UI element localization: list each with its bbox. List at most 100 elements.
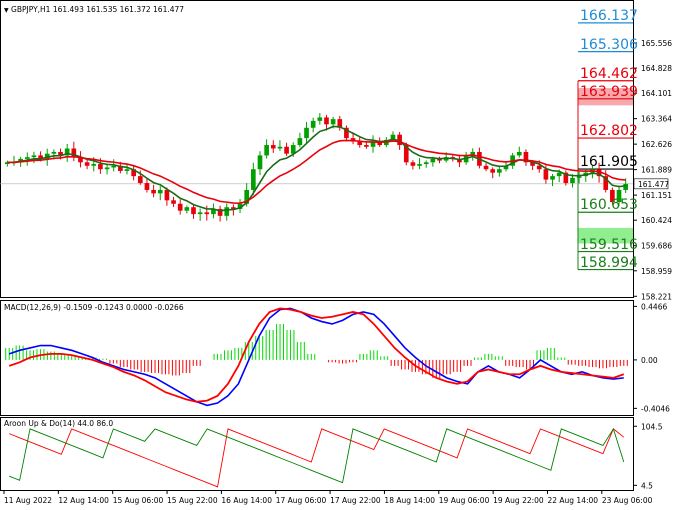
x-axis-label: 16 Aug 14:00	[221, 496, 272, 505]
candle-body	[417, 164, 422, 166]
candle-body	[550, 176, 555, 180]
candle-body	[410, 162, 416, 166]
candle-body	[217, 208, 223, 216]
candle-body	[64, 148, 70, 156]
candle-body	[337, 119, 343, 128]
candle-body	[430, 158, 436, 163]
candle-body	[377, 141, 382, 146]
price-y-tick-label: 161.151	[641, 191, 672, 200]
candle-body	[297, 138, 303, 146]
candle-body	[304, 127, 309, 139]
aroon-panel-header: Aroon Up & Do(14) 44.0 86.0	[4, 419, 114, 428]
candle-body	[610, 189, 615, 203]
triangle-down-icon[interactable]: ▼	[4, 7, 9, 14]
x-axis-label: 15 Aug 22:00	[167, 496, 218, 505]
macd-signal-line	[8, 307, 625, 403]
candle-body	[530, 162, 535, 166]
candle-body	[563, 172, 569, 184]
candle-body	[91, 164, 97, 166]
candle-body	[118, 165, 123, 171]
candle-body	[264, 145, 269, 156]
x-axis-label: 19 Aug 22:00	[493, 496, 544, 505]
candle-body	[423, 162, 429, 165]
price-level-label: 166.137	[580, 7, 638, 24]
candle-body	[344, 127, 349, 139]
price-y-tick-label: 161.889	[641, 166, 672, 175]
x-axis-label: 15 Aug 06:00	[113, 496, 164, 505]
candle-body	[191, 207, 196, 215]
candle-body	[616, 189, 622, 203]
candle-body	[543, 169, 549, 180]
x-axis-label: 19 Aug 06:00	[439, 496, 490, 505]
candle-body	[98, 164, 103, 170]
candle-body	[470, 151, 476, 156]
candle-body	[31, 155, 37, 158]
candle-body	[224, 207, 230, 216]
support-zone	[578, 227, 633, 244]
candle-body	[231, 207, 236, 209]
candle-body	[357, 141, 363, 146]
macd-line	[8, 307, 624, 407]
candle-body	[131, 169, 136, 177]
candle-body	[137, 176, 143, 184]
candle-body	[78, 157, 83, 163]
aroon-up-line	[9, 428, 625, 488]
candle-body	[270, 145, 276, 149]
candle-body	[38, 155, 43, 159]
candle-body	[71, 148, 77, 158]
candle-body	[44, 153, 50, 159]
x-axis-label: 23 Aug 06:00	[602, 496, 653, 505]
candle-body	[576, 176, 582, 178]
candle-body	[290, 145, 296, 154]
candle-body	[523, 151, 529, 163]
candle-body	[177, 203, 183, 211]
x-axis-label: 11 Aug 2022	[4, 496, 52, 505]
price-level-label: 165.306	[580, 36, 638, 53]
candle-body	[197, 212, 203, 215]
price-level-label: 160.653	[580, 197, 638, 214]
price-header-text: GBPJPY,H1 161.493 161.535 161.372 161.47…	[11, 5, 185, 14]
ma-slow-line	[7, 139, 626, 204]
candle-body	[157, 189, 163, 194]
candle-body	[51, 151, 57, 154]
price-level-label: 162.802	[580, 123, 638, 140]
price-y-tick-label: 160.424	[641, 216, 672, 225]
candle-body	[596, 169, 602, 177]
candle-body	[556, 172, 562, 177]
candle-body	[397, 134, 402, 146]
candle-body	[317, 117, 323, 121]
candle-body	[390, 134, 396, 140]
candle-body	[111, 165, 117, 168]
price-level-label: 164.462	[580, 65, 638, 82]
price-y-tick-label: 162.626	[641, 140, 672, 149]
candle-body	[483, 165, 489, 170]
candle-body	[497, 169, 502, 173]
candle-body	[184, 207, 190, 211]
candle-body	[164, 189, 170, 201]
price-y-tick-label: 159.686	[641, 242, 672, 251]
candle-body	[244, 189, 250, 204]
candle-body	[536, 165, 542, 170]
macd-y-tick-label: -0.4046	[641, 404, 670, 413]
price-y-tick-label: 163.364	[641, 115, 672, 124]
candle-body	[623, 183, 629, 190]
x-axis-label: 17 Aug 22:00	[330, 496, 381, 505]
price-panel-frame	[0, 0, 634, 298]
candle-body	[437, 158, 442, 161]
candle-body	[251, 169, 256, 190]
candle-body	[324, 117, 329, 125]
price-level-label: 158.994	[580, 254, 638, 271]
candle-body	[490, 169, 496, 173]
x-axis-label: 17 Aug 06:00	[276, 496, 327, 505]
candle-body	[503, 165, 509, 170]
candle-body	[24, 157, 30, 159]
macd-y-tick-label: 0.00	[641, 356, 658, 365]
candle-body	[603, 176, 609, 190]
x-axis-label: 12 Aug 14:00	[58, 496, 109, 505]
price-y-tick-label: 158.959	[641, 267, 672, 276]
resistance-zone	[578, 88, 633, 106]
macd-panel-frame	[0, 300, 634, 416]
candle-body	[330, 119, 336, 125]
